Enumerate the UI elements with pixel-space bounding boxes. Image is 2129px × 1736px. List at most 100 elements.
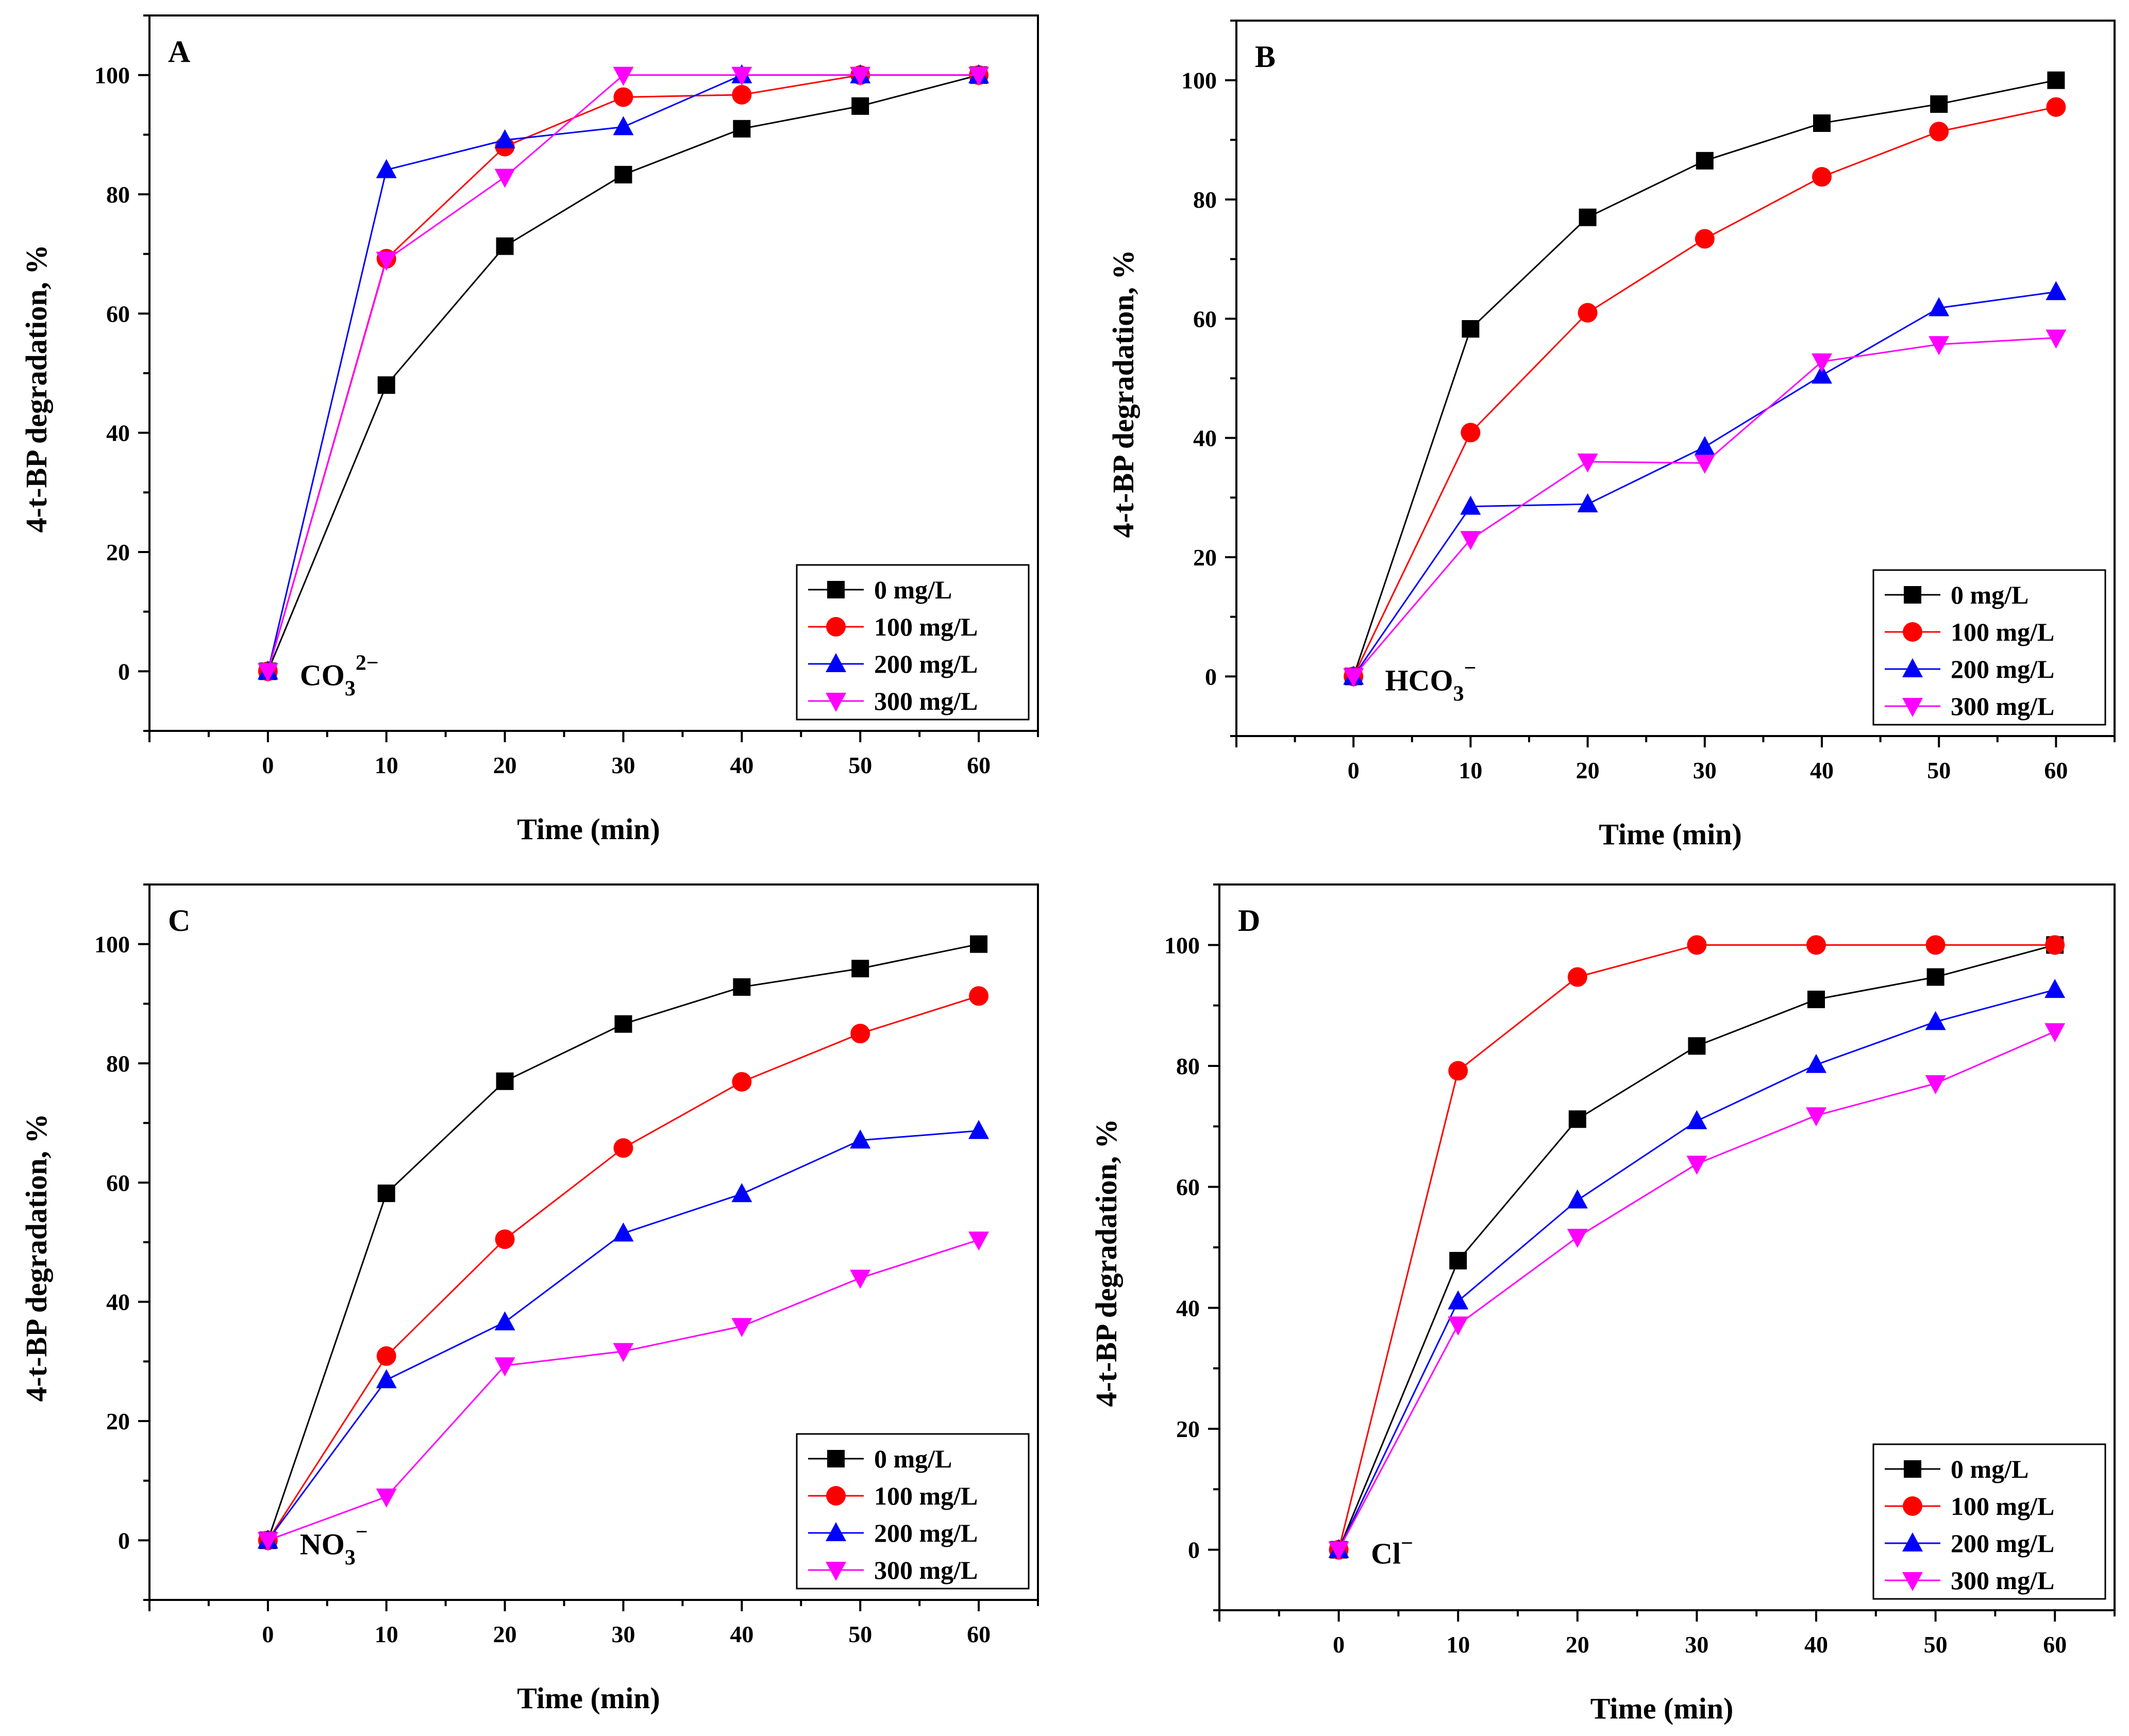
data-point [968,1231,990,1251]
data-point [1578,303,1598,323]
legend-item: 300 mg/L [1885,1566,2054,1595]
ion-subscript: 3 [345,1546,356,1570]
data-point [850,66,871,86]
legend-label: 300 mg/L [874,687,978,715]
data-point [731,1183,752,1203]
x-axis-label: Time (min) [517,1681,660,1715]
x-tick-label: 20 [1566,1631,1589,1658]
ion-superscript: − [356,1520,368,1544]
y-tick-label: 80 [1193,187,1217,213]
x-tick-label: 30 [1693,757,1717,783]
data-point [1807,990,1825,1008]
y-tick-label: 40 [1176,1295,1200,1321]
y-tick-label: 0 [118,1527,130,1554]
ion-superscript: − [1401,1532,1413,1556]
legend-label: 100 mg/L [874,1481,978,1510]
legend-marker [1902,658,1923,677]
data-point [731,66,752,86]
ion-label: Cl− [1371,1532,1413,1571]
panel-letter: B [1255,40,1276,74]
legend-label: 200 mg/L [1951,655,2054,683]
data-point [1925,1075,1946,1095]
legend-label: 0 mg/L [874,1444,952,1473]
legend-label: 0 mg/L [1951,580,2029,609]
data-point [1460,531,1481,550]
legend-label: 0 mg/L [874,575,952,604]
y-tick-label: 40 [106,420,130,446]
legend-label: 200 mg/L [1951,1529,2054,1558]
data-point [1696,152,1714,170]
data-point [495,1229,515,1249]
data-point [1328,1541,1349,1561]
x-axis-label: Time (min) [1599,817,1742,851]
legend-marker [1904,1460,1921,1478]
data-point [1579,208,1597,226]
ion-subscript: 3 [345,677,356,700]
y-tick-label: 20 [106,539,130,565]
y-axis-label: 4-t-BP degradation, % [1089,1119,1123,1407]
x-tick-label: 50 [1927,757,1951,783]
legend: 0 mg/L 100 mg/L 200 mg/L 300 mg/L [796,1433,1030,1590]
data-point [257,1532,278,1551]
data-point [2046,281,2067,301]
legend-label: 0 mg/L [1951,1455,2029,1483]
ion-superscript: 2− [356,651,379,675]
y-tick-label: 100 [1164,932,1200,958]
data-point [1806,935,1826,955]
y-tick-label: 80 [106,1050,130,1077]
legend-item: 0 mg/L [808,1444,952,1473]
panel-letter: A [168,35,190,69]
ion-base: Cl [1371,1537,1401,1571]
x-tick-label: 30 [611,752,635,778]
data-point [494,1357,515,1377]
data-point [2044,1023,2066,1043]
legend-item: 100 mg/L [808,612,978,641]
x-axis-label: Time (min) [517,812,660,846]
ion-label: NO3− [300,1520,368,1570]
y-tick-label: 60 [106,1170,130,1196]
data-point [1577,493,1598,513]
y-tick-label: 40 [1193,425,1217,452]
data-point [376,252,397,271]
legend-label: 300 mg/L [1951,692,2054,721]
data-point [1925,935,1946,955]
legend-item: 200 mg/L [1885,655,2054,683]
y-axis-label: 4-t-BP degradation, % [20,1113,53,1401]
x-tick-label: 30 [611,1621,635,1647]
y-tick-label: 100 [94,62,130,89]
data-point [1567,967,1587,987]
series-3 [257,66,990,682]
data-point [614,1015,632,1033]
y-axis-label: 4-t-BP degradation, % [1107,249,1140,538]
legend-marker [826,653,846,672]
data-point [613,87,633,107]
y-tick-label: 20 [106,1408,130,1434]
data-point [494,169,515,188]
legend-label: 300 mg/L [874,1556,978,1584]
data-point [2045,935,2065,955]
legend-item: 100 mg/L [1885,617,2054,646]
data-point [1568,1110,1586,1128]
legend-item: 200 mg/L [808,1518,978,1547]
data-point [1461,423,1481,443]
ion-subscript: 3 [1453,682,1464,706]
data-point [494,1311,515,1330]
y-tick-label: 0 [1188,1537,1200,1563]
legend-item: 200 mg/L [1885,1529,2054,1558]
data-point [613,1138,633,1158]
data-point [1567,1189,1588,1209]
data-point [1448,1316,1469,1336]
x-tick-label: 30 [1685,1631,1708,1658]
data-point [732,1072,752,1092]
legend: 0 mg/L 100 mg/L 200 mg/L 300 mg/L [1872,1443,2106,1600]
data-point [1449,1251,1467,1270]
data-point [1694,455,1715,474]
x-tick-label: 50 [848,1621,872,1647]
series-1 [1329,935,2065,1560]
legend-marker [1902,1572,1923,1591]
data-point [376,1346,396,1366]
x-tick-label: 40 [730,1621,753,1647]
data-point [1687,935,1707,955]
series-3 [257,1231,990,1551]
y-tick-label: 20 [1193,544,1217,571]
